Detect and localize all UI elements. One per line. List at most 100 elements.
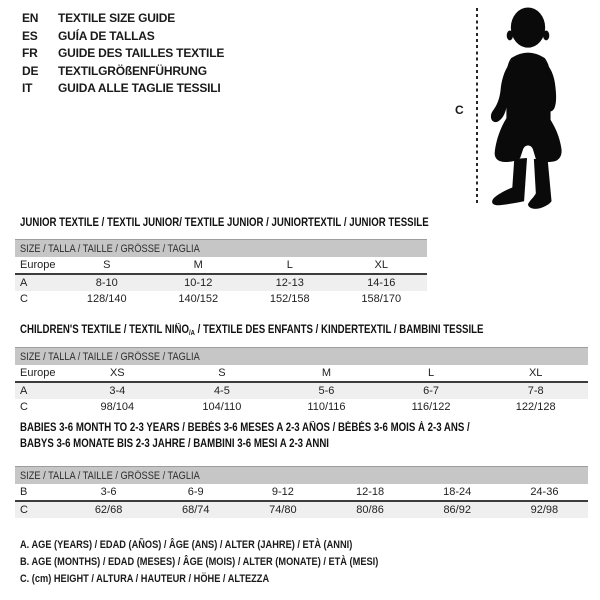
footnote-a: A. AGE (YEARS) / EDAD (AÑOS) / ÂGE (ANS)… [20,537,447,554]
table-cell: 24-36 [500,484,588,502]
table-cell: 12-18 [326,484,414,502]
lang-row-fr: FR GUIDE DES TAILLES TEXTILE [22,45,224,63]
footnote-text: C. (cm) HEIGHT / ALTURA / HAUTEUR / HÖHE… [20,573,270,585]
table-header-cell: SIZE / TALLA / TAILLE / GRÖSSE / TAGLIA [15,466,588,484]
table-header-text: SIZE / TALLA / TAILLE / GRÖSSE / TAGLIA [20,350,200,363]
lang-label: GUIDE DES TAILLES TEXTILE [58,46,225,60]
table-cell: 7-8 [483,382,588,399]
lang-code: IT [22,81,33,95]
heading-part: CHILDREN'S TEXTILE / TEXTIL NIÑO [20,324,190,336]
table-cell: 152/158 [269,293,310,305]
table-cell: XS [65,365,170,383]
row-label: C [20,401,28,413]
table-cell: 3-4 [65,382,170,399]
table-row: Europe S M L XL [15,257,427,275]
lang-label: GUIDA ALLE TAGLIE TESSILI [58,81,221,95]
footnote-b: B. AGE (MONTHS) / EDAD (MESES) / ÂGE (MO… [20,554,447,571]
height-measure-label: C [455,103,464,117]
table-cell: 6-9 [152,484,240,502]
lang-label: TEXTILE SIZE GUIDE [58,11,176,25]
table-row: C 128/140 140/152 152/158 158/170 [15,291,427,307]
table-header-text: SIZE / TALLA / TAILLE / GRÖSSE / TAGLIA [20,469,200,482]
babies-section-heading: BABIES 3-6 MONTH TO 2-3 YEARS / BEBÉS 3-… [20,420,555,452]
baby-silhouette-icon [490,7,562,209]
heading-part: / TEXTILE DES ENFANTS / KINDERTEXTIL / B… [194,324,484,336]
table-row: C 62/68 68/74 74/80 80/86 86/92 92/98 [15,501,588,518]
table-header-row: SIZE / TALLA / TAILLE / GRÖSSE / TAGLIA [15,466,588,484]
table-cell: M [152,257,244,275]
height-dotted-line [476,8,478,206]
table-header-row: SIZE / TALLA / TAILLE / GRÖSSE / TAGLIA [15,347,588,365]
table-row: B 3-6 6-9 9-12 12-18 18-24 24-36 [15,484,588,502]
table-cell: 14-16 [335,274,427,291]
table-cell: 8-10 [61,274,153,291]
children-heading-text: CHILDREN'S TEXTILE / TEXTIL NIÑO/A / TEX… [20,322,483,342]
row-label: C [20,293,28,305]
babies-size-table: SIZE / TALLA / TAILLE / GRÖSSE / TAGLIA … [15,466,588,518]
lang-row-en: EN TEXTILE SIZE GUIDE [22,10,224,28]
row-label: C [15,501,65,518]
footnote-text: B. AGE (MONTHS) / EDAD (MESES) / ÂGE (MO… [20,556,379,568]
babies-heading-line2: BABYS 3-6 MONATE BIS 2-3 JAHRE / BAMBINI… [20,438,329,450]
heading-subscript: /A [189,330,195,337]
table-cell: 140/152 [178,293,219,305]
lang-code: ES [22,28,38,43]
table-header-cell: SIZE / TALLA / TAILLE / GRÖSSE / TAGLIA [15,239,427,257]
table-cell: L [378,365,484,383]
table-cell: L [244,257,336,275]
table-cell: S [169,365,275,383]
lang-code: EN [22,11,39,25]
lang-code: FR [22,46,38,60]
table-header-row: SIZE / TALLA / TAILLE / GRÖSSE / TAGLIA [15,239,427,257]
row-label: B [15,484,65,502]
table-cell: 6-7 [378,382,484,399]
table-row: A 3-4 4-5 5-6 6-7 7-8 [15,382,588,399]
junior-size-table: SIZE / TALLA / TAILLE / GRÖSSE / TAGLIA … [15,239,427,307]
table-cell: 12-13 [244,274,336,291]
table-cell: 3-6 [65,484,153,502]
table-cell: 74/80 [239,501,327,518]
children-size-table: SIZE / TALLA / TAILLE / GRÖSSE / TAGLIA … [15,347,588,415]
table-header-text: SIZE / TALLA / TAILLE / GRÖSSE / TAGLIA [20,242,200,255]
footnote-text: A. AGE (YEARS) / EDAD (AÑOS) / ÂGE (ANS)… [20,539,353,551]
lang-row-de: DE TEXTILGRÖßENFÜHRUNG [22,63,224,81]
table-cell: 80/86 [326,501,414,518]
table-row: C 98/104 104/110 110/116 116/122 122/128 [15,399,588,415]
row-label: A [15,274,61,291]
footnotes: A. AGE (YEARS) / EDAD (AÑOS) / ÂGE (ANS)… [20,537,447,588]
junior-heading-text: JUNIOR TEXTILE / TEXTIL JUNIOR/ TEXTILE … [20,217,429,229]
language-list: EN TEXTILE SIZE GUIDE ES GUÍA DE TALLAS … [22,10,224,98]
table-cell: 92/98 [500,501,588,518]
lang-label: TEXTILGRÖßENFÜHRUNG [58,63,207,78]
children-section-heading: CHILDREN'S TEXTILE / TEXTIL NIÑO/A / TEX… [20,322,572,342]
table-cell: 68/74 [152,501,240,518]
table-header-cell: SIZE / TALLA / TAILLE / GRÖSSE / TAGLIA [15,347,588,365]
table-cell: S [61,257,153,275]
table-cell: 10-12 [152,274,244,291]
table-row: Europe XS S M L XL [15,365,588,383]
table-cell: 98/104 [100,401,135,413]
table-cell: 158/170 [361,293,402,305]
table-cell: 110/116 [307,401,346,413]
table-cell: 62/68 [65,501,153,518]
table-cell: 86/92 [413,501,501,518]
table-row: A 8-10 10-12 12-13 14-16 [15,274,427,291]
babies-heading-line1: BABIES 3-6 MONTH TO 2-3 YEARS / BEBÉS 3-… [20,422,470,434]
table-cell: XL [335,257,427,275]
lang-label: GUÍA DE TALLAS [58,28,155,43]
lang-row-es: ES GUÍA DE TALLAS [22,28,224,46]
table-cell: XL [483,365,588,383]
table-cell: 104/110 [202,401,242,413]
lang-row-it: IT GUIDA ALLE TAGLIE TESSILI [22,80,224,98]
row-label: Europe [15,365,65,383]
junior-section-heading: JUNIOR TEXTILE / TEXTIL JUNIOR/ TEXTILE … [20,215,506,231]
table-cell: 4-5 [169,382,275,399]
table-cell: 9-12 [239,484,327,502]
table-cell: 122/128 [515,401,556,413]
table-cell: 128/140 [86,293,127,305]
lang-code: DE [22,63,39,78]
footnote-c: C. (cm) HEIGHT / ALTURA / HAUTEUR / HÖHE… [20,571,447,588]
row-label: A [15,382,65,399]
row-label: Europe [15,257,61,275]
